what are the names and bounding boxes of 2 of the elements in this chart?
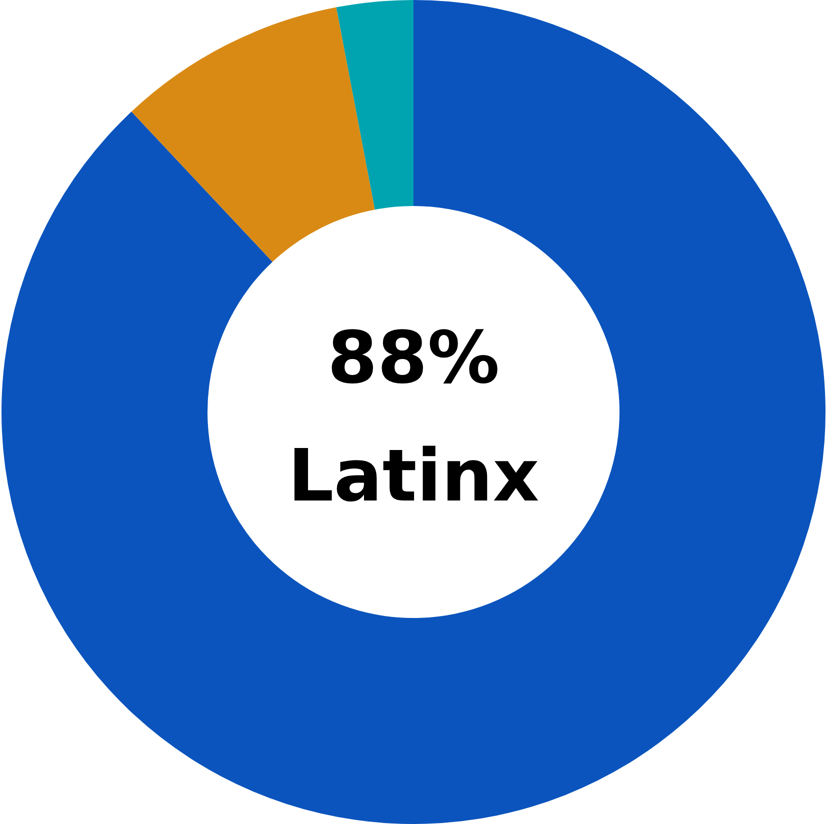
slice-label: Latinx — [288, 434, 540, 518]
data-label: 88% — [327, 316, 500, 400]
